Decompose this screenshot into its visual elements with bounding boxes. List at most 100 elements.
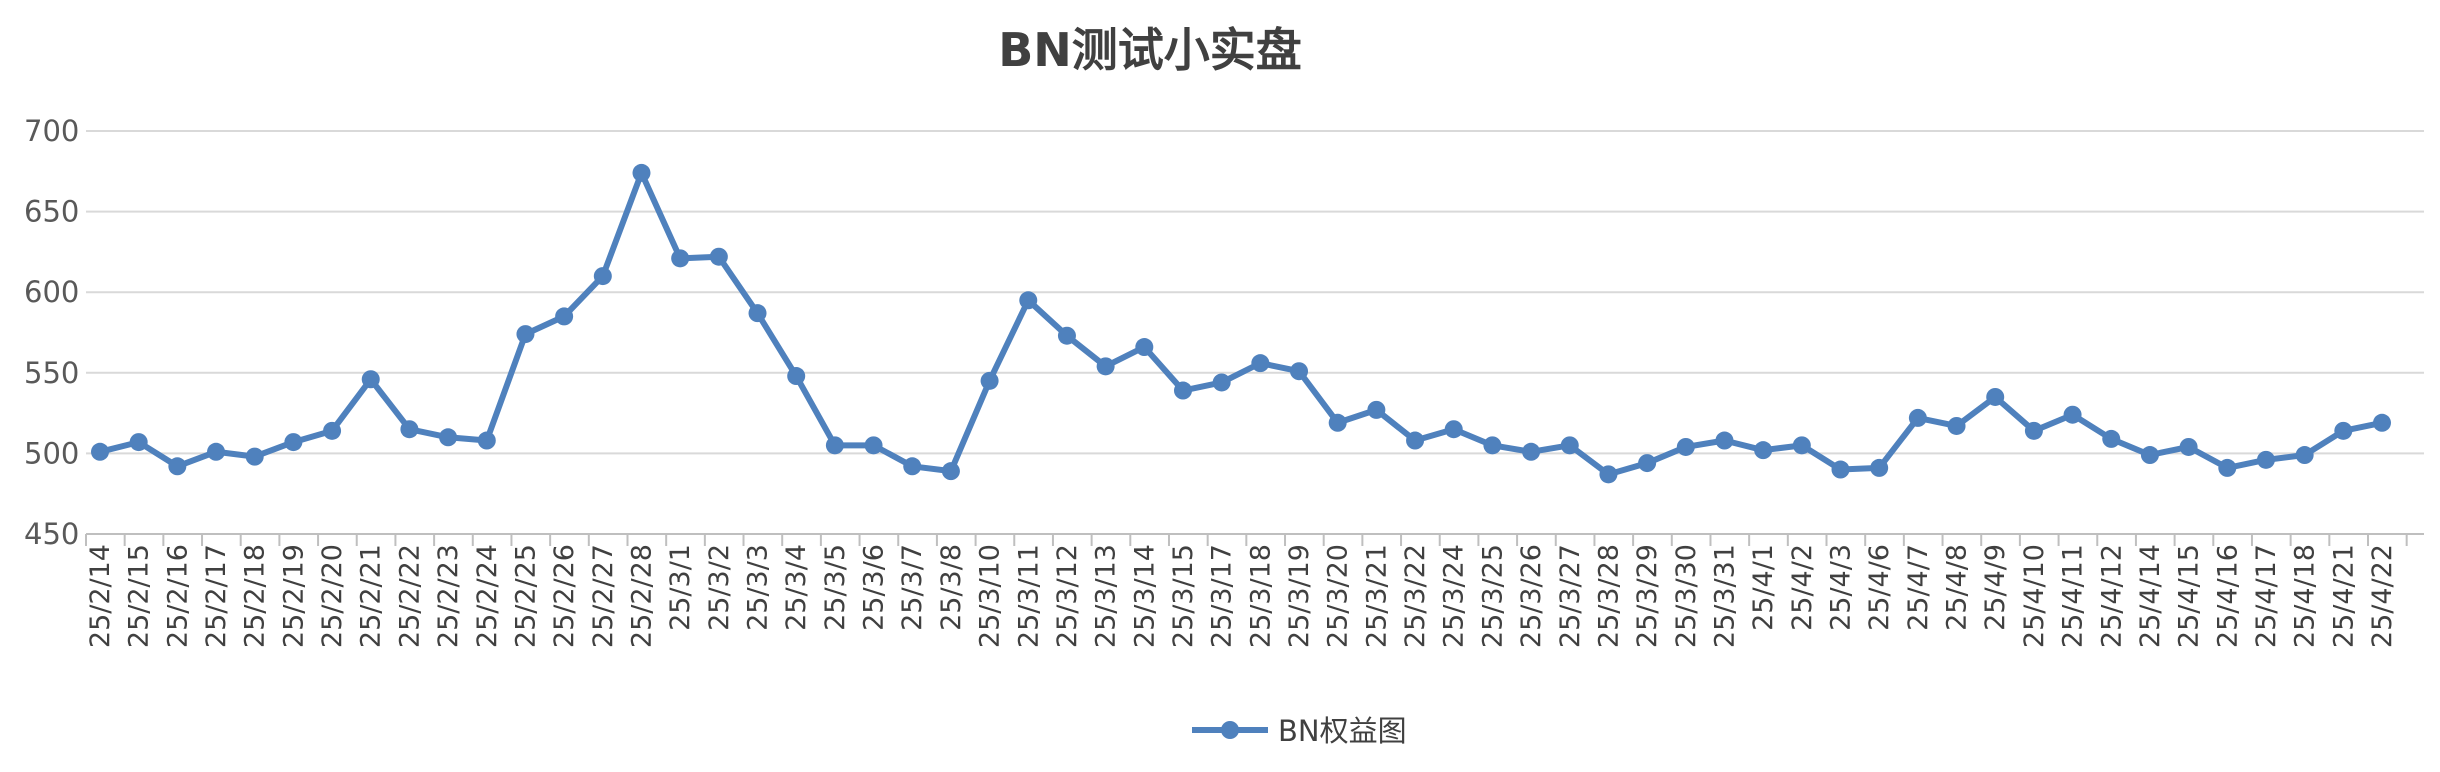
x-tick-label: 25/4/9 — [1980, 544, 2011, 631]
data-point — [748, 304, 767, 323]
data-point — [1444, 420, 1463, 439]
x-tick-label: 25/3/29 — [1632, 544, 1663, 648]
data-point — [2063, 405, 2082, 424]
data-point — [400, 420, 419, 439]
data-point — [864, 436, 883, 455]
data-point — [284, 433, 303, 452]
data-point — [632, 163, 651, 182]
y-tick-label: 650 — [24, 195, 79, 229]
data-point — [593, 267, 612, 286]
x-tick-label: 25/2/18 — [240, 544, 271, 648]
data-point — [168, 457, 187, 476]
x-tick-label: 25/3/17 — [1207, 544, 1238, 648]
x-tick-label: 25/2/24 — [472, 544, 503, 648]
x-tick-label: 25/4/21 — [2328, 544, 2359, 648]
data-point — [129, 433, 148, 452]
x-tick-label: 25/4/7 — [1903, 544, 1934, 631]
y-tick-label: 550 — [24, 356, 79, 390]
y-tick-label: 700 — [24, 114, 79, 148]
x-tick-label: 25/3/6 — [859, 544, 890, 631]
x-tick-label: 25/4/1 — [1748, 544, 1779, 631]
data-point — [1870, 458, 1889, 477]
data-point — [980, 371, 999, 390]
data-point — [1173, 381, 1192, 400]
data-point — [439, 428, 458, 447]
data-point — [361, 370, 380, 389]
x-tick-label: 25/3/10 — [975, 544, 1006, 648]
x-tick-label: 25/2/27 — [588, 544, 619, 648]
y-tick-label: 450 — [24, 517, 79, 551]
x-tick-label: 25/4/10 — [2019, 544, 2050, 648]
x-tick-label: 25/4/15 — [2174, 544, 2205, 648]
data-point — [1406, 431, 1425, 450]
data-point — [1947, 416, 1966, 435]
x-tick-label: 25/4/12 — [2096, 544, 2127, 648]
chart-title: BN测试小实盘 — [998, 23, 1302, 77]
x-tick-label: 25/2/26 — [549, 544, 580, 648]
data-point — [323, 421, 342, 440]
data-point — [1096, 357, 1115, 376]
data-point — [1251, 354, 1270, 373]
x-tick-label: 25/3/3 — [743, 544, 774, 631]
gridlines — [86, 130, 2424, 455]
x-tick-label: 25/4/17 — [2251, 544, 2282, 648]
x-tick-label: 25/4/2 — [1787, 544, 1818, 631]
x-tick-label: 25/3/12 — [1052, 544, 1083, 648]
y-tick-label: 500 — [24, 436, 79, 470]
x-tick-label: 25/3/26 — [1516, 544, 1547, 648]
x-tick-label: 25/3/30 — [1671, 544, 1702, 648]
data-point — [1986, 387, 2005, 406]
data-point — [2218, 458, 2237, 477]
data-point — [1522, 442, 1541, 461]
x-tick-label: 25/3/28 — [1593, 544, 1624, 648]
data-point — [1135, 338, 1154, 357]
data-point — [91, 442, 109, 461]
data-point — [2295, 446, 2314, 465]
x-tick-label: 25/4/18 — [2290, 544, 2321, 648]
data-point — [2102, 429, 2121, 448]
x-tick-label: 25/2/17 — [201, 544, 232, 648]
x-tick-label: 25/3/7 — [897, 544, 928, 631]
data-point — [1328, 413, 1347, 432]
data-point — [1483, 436, 1502, 455]
x-tick-label: 25/3/2 — [704, 544, 735, 631]
x-tick-label: 25/3/25 — [1477, 544, 1508, 648]
data-point — [1212, 373, 1231, 392]
x-tick-label: 25/3/13 — [1091, 544, 1122, 648]
x-tick-label: 25/3/15 — [1168, 544, 1199, 648]
data-point — [825, 436, 844, 455]
x-tick-label: 25/3/14 — [1129, 544, 1160, 648]
data-point — [1792, 436, 1811, 455]
x-tick-label: 25/2/16 — [162, 544, 193, 648]
x-tick-label: 25/3/8 — [936, 544, 967, 631]
x-tick-label: 25/4/22 — [2367, 544, 2398, 648]
data-point — [207, 442, 226, 461]
data-point — [941, 462, 960, 481]
data-point — [1019, 291, 1038, 310]
data-point — [1908, 408, 1927, 427]
x-tick-label: 25/2/28 — [626, 544, 657, 648]
x-tick-label: 25/3/4 — [781, 544, 812, 631]
data-point — [1676, 437, 1695, 456]
data-point — [245, 447, 264, 466]
x-axis — [85, 533, 2424, 546]
x-tick-label: 25/3/19 — [1284, 544, 1315, 648]
x-tick-label: 25/2/22 — [394, 544, 425, 648]
x-tick-label: 25/4/3 — [1826, 544, 1857, 631]
x-tick-label: 25/3/20 — [1323, 544, 1354, 648]
data-point — [1638, 454, 1657, 473]
data-point — [477, 431, 496, 450]
x-tick-label: 25/2/14 — [85, 544, 116, 648]
x-tick-label: 25/3/27 — [1555, 544, 1586, 648]
x-tick-label: 25/4/6 — [1864, 544, 1895, 631]
x-tick-label: 25/3/24 — [1439, 544, 1470, 648]
data-point — [2256, 450, 2275, 469]
x-tick-label: 25/4/16 — [2212, 544, 2243, 648]
data-point — [2024, 421, 2043, 440]
data-point — [1599, 465, 1618, 484]
x-tick-label: 25/2/20 — [317, 544, 348, 648]
data-point — [2179, 437, 2198, 456]
x-tick-label: 25/2/25 — [510, 544, 541, 648]
x-tick-label: 25/4/11 — [2058, 544, 2089, 648]
